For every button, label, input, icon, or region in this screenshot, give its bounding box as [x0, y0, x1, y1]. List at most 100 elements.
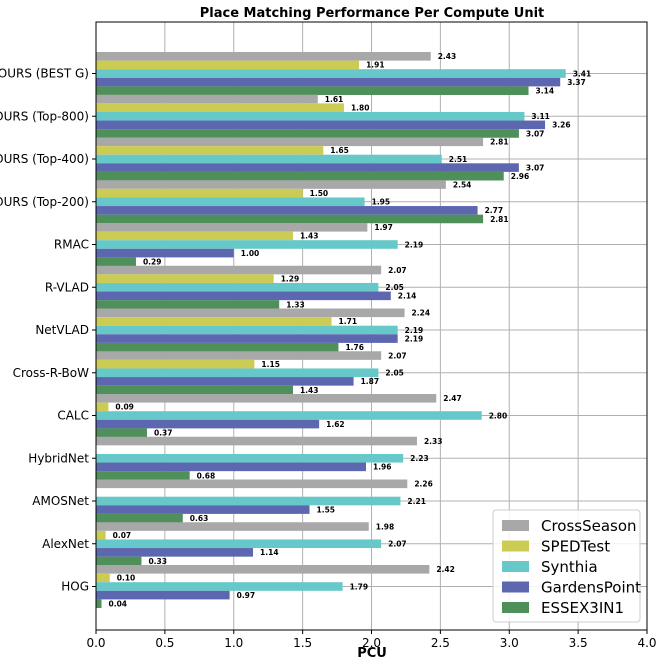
y-tick-label: Cross-R-BoW	[13, 366, 90, 380]
bar	[96, 52, 431, 61]
bar	[96, 300, 280, 309]
bar-value-label: 1.79	[350, 582, 369, 591]
bar-value-label: 1.50	[310, 189, 329, 198]
y-tick-label: OURS (BEST G)	[0, 67, 89, 81]
bar-value-label: 0.09	[115, 403, 134, 412]
bar-value-label: 2.80	[489, 411, 508, 420]
bar-value-label: 3.41	[573, 69, 592, 78]
bar-value-label: 2.81	[490, 138, 509, 147]
bar-value-label: 1.15	[261, 360, 280, 369]
bar	[96, 111, 525, 121]
legend-swatch	[502, 520, 529, 531]
bar-value-label: 3.37	[567, 78, 586, 87]
bar	[96, 359, 255, 369]
legend-label: GardensPoint	[541, 579, 641, 597]
bar	[96, 496, 401, 506]
bars	[96, 52, 566, 608]
bar	[96, 556, 142, 566]
bar-value-label: 2.77	[485, 206, 504, 215]
bar-value-label: 0.33	[148, 557, 167, 566]
bar-value-label: 3.26	[552, 121, 571, 130]
bar-value-label: 2.07	[388, 540, 407, 549]
x-tick-label: 1.0	[224, 636, 243, 650]
bar	[96, 129, 519, 138]
bar-value-label: 1.43	[300, 232, 319, 241]
bar-value-label: 1.80	[351, 103, 370, 112]
bar	[96, 325, 398, 335]
bar	[96, 197, 365, 207]
bar	[96, 573, 110, 583]
bar-value-label: 3.07	[526, 129, 545, 138]
bar	[96, 223, 368, 232]
bar	[96, 334, 398, 343]
chart-title: Place Matching Performance Per Compute U…	[200, 6, 545, 21]
legend-swatch	[502, 561, 529, 572]
bar-value-label: 1.55	[317, 505, 336, 514]
bar-value-label: 2.26	[414, 480, 433, 489]
bar-value-label: 2.07	[388, 266, 407, 275]
bar	[96, 411, 482, 420]
value-labels: 2.43 1.91 3.413.37 3.14 1.61 1.80 3.113.26 3.07…	[109, 52, 592, 608]
bar-value-label: 0.97	[237, 591, 256, 600]
bar	[96, 462, 366, 472]
bar-value-label: 0.07	[113, 531, 132, 540]
y-tick-label: CALC	[57, 409, 89, 423]
legend-swatch	[502, 602, 529, 613]
legend-swatch	[502, 540, 529, 552]
bar-value-label: 0.37	[154, 429, 173, 438]
bar-value-label: 2.24	[412, 309, 431, 318]
bar	[96, 308, 405, 318]
bar-value-label: 1.61	[325, 95, 344, 104]
bar	[96, 582, 343, 591]
bar	[96, 69, 566, 78]
x-tick-label: 1.5	[293, 636, 312, 650]
bar	[96, 282, 379, 292]
legend-label: CrossSeason	[541, 517, 637, 535]
bar	[96, 103, 344, 112]
bar-value-label: 0.10	[117, 574, 136, 583]
bar	[96, 163, 519, 172]
bar	[96, 453, 404, 463]
bar	[96, 419, 320, 429]
bar	[96, 257, 136, 266]
bar-value-label: 3.11	[531, 112, 550, 121]
bar-value-label: 1.00	[241, 249, 260, 258]
y-tick-label: RMAC	[54, 238, 89, 252]
bar	[96, 291, 391, 301]
bar	[96, 77, 561, 87]
bar-value-label: 2.47	[443, 394, 462, 403]
legend-label: SPEDTest	[541, 538, 610, 556]
bar-value-label: 2.05	[385, 369, 404, 378]
bar-value-label: 0.29	[143, 258, 162, 267]
bar	[96, 94, 318, 104]
x-axis-ticks: 0.0 0.5 1.0 1.5 2.0 2.5 3.0 3.5 4.0	[86, 630, 657, 650]
x-tick-label: 3.0	[500, 636, 519, 650]
bar-value-label: 1.95	[372, 198, 391, 207]
bar	[96, 471, 190, 480]
bar	[96, 402, 109, 412]
legend-frame	[492, 509, 641, 623]
bar	[96, 146, 324, 155]
bar	[96, 505, 310, 514]
bar-value-label: 1.33	[286, 300, 305, 309]
bar-value-label: 2.96	[511, 172, 530, 181]
x-tick-label: 4.0	[637, 636, 656, 650]
legend: CrossSeason SPEDTest Synthia GardensPoint ES…	[492, 509, 641, 623]
x-tick-label: 0.5	[155, 636, 174, 650]
bar-value-label: 2.19	[405, 334, 424, 343]
bar-value-label: 0.68	[197, 471, 216, 480]
bar	[96, 342, 339, 352]
bar-value-label: 1.91	[366, 61, 385, 70]
y-axis-ticks: OURS (BEST G) OURS (Top-800) OURS (Top-400…	[0, 67, 96, 594]
bar	[96, 565, 430, 574]
x-tick-label: 2.0	[362, 636, 381, 650]
bar-value-label: 0.63	[190, 514, 209, 523]
bar-value-label: 2.51	[449, 155, 468, 164]
bar-value-label: 2.19	[405, 326, 424, 335]
bar	[96, 590, 230, 600]
bar	[96, 154, 442, 164]
bar	[96, 317, 332, 326]
bar-value-label: 1.14	[260, 548, 279, 557]
y-tick-label: OURS (Top-200)	[0, 195, 89, 209]
y-tick-label: AMOSNet	[32, 494, 89, 508]
